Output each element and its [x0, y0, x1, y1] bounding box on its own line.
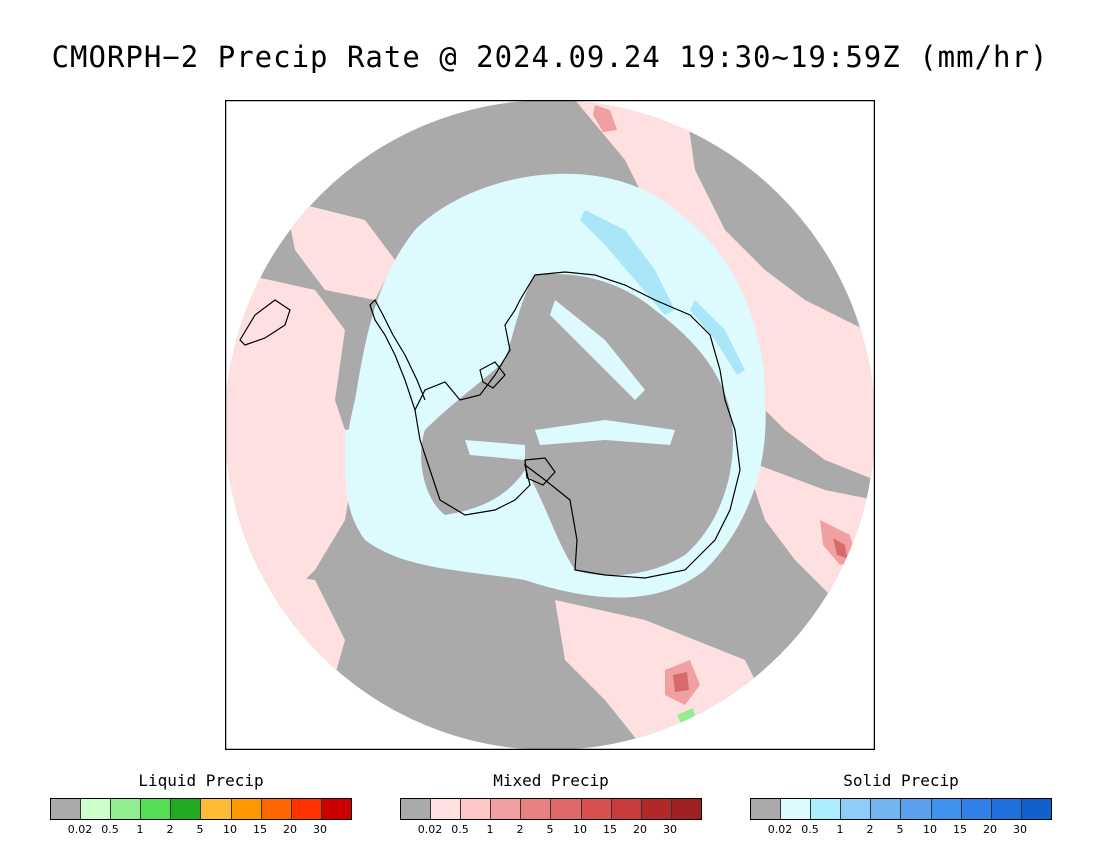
legend-bar-liquid [50, 798, 352, 820]
map-border [224, 99, 876, 751]
ross-ice-shelf-coastline [524, 457, 556, 486]
mixed-precip-spot-top [593, 105, 617, 132]
legend-swatch-solid-6 [931, 799, 962, 819]
legend-ticks-liquid: 0.02 0.5 1 2 5 10 15 20 30 [50, 823, 352, 837]
legend-swatch-liquid-2 [111, 799, 142, 819]
south-america-tip-coastline [239, 299, 291, 346]
legend-mixed: Mixed Precip 0.02 0.5 1 2 5 10 15 20 30 [400, 770, 702, 837]
legend-swatch-mixed-7 [611, 799, 642, 819]
legend-swatch-liquid-6 [231, 799, 262, 819]
legend-tick-mixed: 10 [573, 823, 587, 836]
legend-swatch-liquid-7 [261, 799, 292, 819]
legend-swatch-solid-2 [811, 799, 842, 819]
legend-tick-mixed: 2 [516, 823, 524, 836]
legend-swatch-solid-9 [1021, 799, 1051, 819]
legend-tick-solid: 10 [923, 823, 937, 836]
legend-tick-mixed: 0.02 [417, 823, 443, 836]
legend-swatch-mixed-1 [431, 799, 462, 819]
legend-tick-liquid: 0.5 [101, 823, 119, 836]
solid-precip-streak-northeast [580, 210, 675, 315]
legend-swatch-mixed-9 [671, 799, 701, 819]
antarctica-streak-1 [550, 300, 645, 400]
legend-tick-mixed: 1 [486, 823, 494, 836]
legend-swatch-mixed-5 [551, 799, 582, 819]
legend-swatch-solid-1 [781, 799, 812, 819]
legend-tick-solid: 15 [953, 823, 967, 836]
legend-tick-liquid: 30 [313, 823, 327, 836]
legend-tick-liquid: 5 [196, 823, 204, 836]
legend-liquid: Liquid Precip 0.02 0.5 1 2 5 10 15 20 30 [50, 770, 352, 837]
legend-swatch-liquid-9 [321, 799, 351, 819]
legend-swatch-liquid-8 [291, 799, 322, 819]
legend-ticks-solid: 0.02 0.5 1 2 5 10 15 20 30 [750, 823, 1052, 837]
legend-swatch-mixed-6 [581, 799, 612, 819]
legend-tick-liquid: 20 [283, 823, 297, 836]
legend-tick-liquid: 10 [223, 823, 237, 836]
legend-swatch-solid-5 [901, 799, 932, 819]
mixed-precip-core-east [833, 538, 847, 558]
legend-title-solid: Solid Precip [843, 771, 959, 790]
legend-swatch-mixed-2 [461, 799, 492, 819]
precip-field [225, 100, 875, 750]
legend-tick-liquid: 2 [166, 823, 174, 836]
legend-bar-mixed [400, 798, 702, 820]
antarctica-coastline [414, 271, 741, 579]
mixed-precip-core-south [673, 672, 689, 692]
antarctica-streak-2 [535, 420, 675, 445]
legend-bar-solid [750, 798, 1052, 820]
legend-tick-solid: 0.02 [767, 823, 793, 836]
weddell-islands-coastline [479, 361, 506, 389]
legend-title-mixed: Mixed Precip [493, 771, 609, 790]
legend-swatch-liquid-3 [141, 799, 172, 819]
legend-swatch-liquid-4 [171, 799, 202, 819]
legend-swatch-mixed-4 [521, 799, 552, 819]
map-svg [224, 99, 876, 751]
mixed-precip-region-north [285, 200, 395, 300]
legend-solid: Solid Precip 0.02 0.5 1 2 5 10 15 20 30 [750, 770, 1052, 837]
legend-tick-solid: 5 [896, 823, 904, 836]
legend-swatch-mixed-8 [641, 799, 672, 819]
legend-swatch-solid-8 [991, 799, 1022, 819]
coastlines [239, 271, 741, 579]
legend-tick-solid: 30 [1013, 823, 1027, 836]
legend-swatch-liquid-0 [51, 799, 82, 819]
legend-tick-solid: 20 [983, 823, 997, 836]
legend-tick-liquid: 1 [136, 823, 144, 836]
legend-tick-solid: 1 [836, 823, 844, 836]
legend-swatch-solid-7 [961, 799, 992, 819]
legend-swatch-liquid-1 [81, 799, 112, 819]
mixed-precip-region-west [225, 270, 355, 630]
legend-ticks-mixed: 0.02 0.5 1 2 5 10 15 20 30 [400, 823, 702, 837]
legend-tick-mixed: 15 [603, 823, 617, 836]
legend-tick-solid: 2 [866, 823, 874, 836]
legend-title-liquid: Liquid Precip [138, 771, 264, 790]
legend-swatch-mixed-0 [401, 799, 432, 819]
legend-swatch-solid-0 [751, 799, 782, 819]
legend-swatch-mixed-3 [491, 799, 522, 819]
antarctic-peninsula-coastline [369, 299, 426, 411]
legend-swatch-solid-4 [871, 799, 902, 819]
legend-tick-mixed: 30 [663, 823, 677, 836]
legend-tick-mixed: 0.5 [451, 823, 469, 836]
solid-precip-streak-east [690, 300, 745, 375]
legend-tick-liquid: 15 [253, 823, 267, 836]
legend-tick-mixed: 5 [546, 823, 554, 836]
antarctica-streak-3 [465, 440, 525, 460]
precip-map [224, 99, 876, 751]
legend-swatch-solid-3 [841, 799, 872, 819]
legend-tick-mixed: 20 [633, 823, 647, 836]
legend-tick-liquid: 0.02 [67, 823, 93, 836]
legend-tick-solid: 0.5 [801, 823, 819, 836]
map-title: CMORPH−2 Precip Rate @ 2024.09.24 19:30~… [51, 40, 1049, 74]
legend-swatch-liquid-5 [201, 799, 232, 819]
